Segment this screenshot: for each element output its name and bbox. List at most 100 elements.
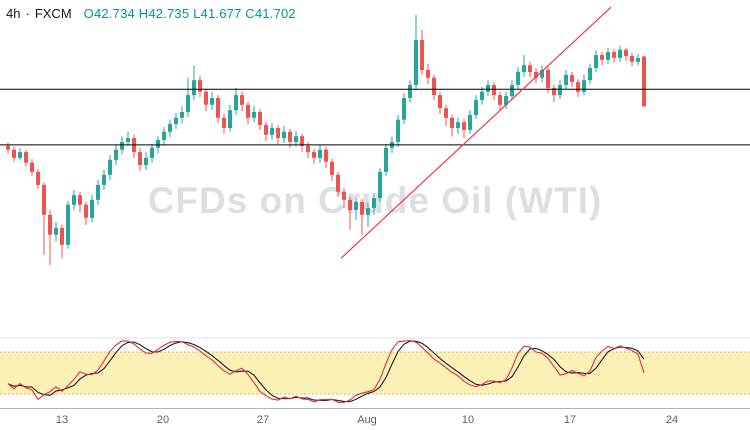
candle-body <box>300 136 304 146</box>
candle-body <box>48 214 52 235</box>
candle-body <box>498 95 502 105</box>
candle-body <box>6 145 10 150</box>
candle <box>612 49 616 63</box>
candle-body <box>324 149 328 162</box>
candle <box>222 114 226 134</box>
candle <box>162 127 166 145</box>
candle <box>438 91 442 114</box>
time-axis-label: 24 <box>665 414 679 426</box>
candle-body <box>108 159 112 175</box>
candle <box>474 95 478 119</box>
candle <box>486 80 490 97</box>
candle-body <box>18 152 22 158</box>
candle <box>378 168 382 202</box>
trend-line[interactable] <box>340 6 612 259</box>
candle <box>540 65 544 83</box>
candle-body <box>420 40 424 70</box>
candle <box>594 50 598 72</box>
candle <box>90 195 94 223</box>
candle-body <box>168 124 172 132</box>
candle-body <box>426 70 430 78</box>
candle-body <box>360 201 364 215</box>
candle-body <box>564 74 568 85</box>
candle <box>330 158 334 182</box>
stoch-k-line <box>7 339 645 403</box>
time-axis-label: 17 <box>563 414 577 426</box>
candle-body <box>228 110 232 128</box>
candle <box>228 104 232 132</box>
candle <box>180 106 184 124</box>
candle-body <box>462 122 466 130</box>
candle <box>588 63 592 84</box>
candle <box>570 71 574 87</box>
candle <box>552 85 556 102</box>
candle <box>150 143 154 163</box>
candle-body <box>42 184 46 215</box>
candle-body <box>156 140 160 148</box>
candle-body <box>354 201 358 210</box>
candle-body <box>318 149 322 158</box>
candle <box>294 130 298 147</box>
candle <box>384 143 388 176</box>
candle-body <box>396 119 400 142</box>
candle-body <box>84 204 88 218</box>
candle <box>354 198 358 220</box>
candle-body <box>456 122 460 128</box>
candle <box>468 110 472 134</box>
candle-body <box>96 184 100 200</box>
candle <box>24 149 28 167</box>
candle-body <box>180 112 184 118</box>
candle-body <box>402 98 406 120</box>
candle <box>240 91 244 112</box>
legend-exchange[interactable]: FXCM <box>34 6 72 21</box>
candle-body <box>306 145 310 153</box>
candle-body <box>522 65 526 72</box>
time-axis[interactable]: 13 20 27 Aug 10 17 24 <box>0 408 750 430</box>
candle <box>642 56 646 108</box>
candle-body <box>330 161 334 175</box>
candle <box>6 142 10 154</box>
candle-body <box>174 117 178 125</box>
candle-body <box>642 56 646 107</box>
candle-body <box>222 117 226 128</box>
candle-body <box>516 71 520 85</box>
candle-body <box>378 171 382 198</box>
candle <box>18 148 22 161</box>
candle <box>630 53 634 67</box>
candle-body <box>474 100 478 115</box>
candle-body <box>216 98 220 118</box>
candle-body <box>30 162 34 172</box>
candle <box>96 180 100 205</box>
candle-body <box>72 195 76 205</box>
candle <box>444 104 448 126</box>
candle-body <box>336 174 340 192</box>
candle <box>186 77 190 117</box>
candle <box>252 106 256 123</box>
candle-body <box>612 52 616 58</box>
candle <box>12 146 16 162</box>
candle <box>276 125 280 144</box>
candle <box>480 86 484 105</box>
candle <box>402 93 406 125</box>
candle-body <box>588 68 592 81</box>
candle-body <box>204 91 208 105</box>
candle <box>462 118 466 139</box>
candle <box>498 91 502 111</box>
candle-body <box>312 152 316 158</box>
candle <box>192 65 196 100</box>
candle <box>318 144 322 163</box>
candle <box>492 82 496 100</box>
candle-body <box>606 52 610 60</box>
candle <box>582 74 586 96</box>
candle <box>366 202 370 227</box>
legend-timeframe[interactable]: 4h <box>6 6 21 21</box>
time-axis-label: 20 <box>156 414 170 426</box>
candle-body <box>618 49 622 58</box>
candle <box>126 131 130 146</box>
candle-body <box>468 114 472 130</box>
candle-body <box>372 198 376 209</box>
candle-body <box>384 147 388 172</box>
candle <box>72 189 76 210</box>
candle-body <box>504 96 508 105</box>
